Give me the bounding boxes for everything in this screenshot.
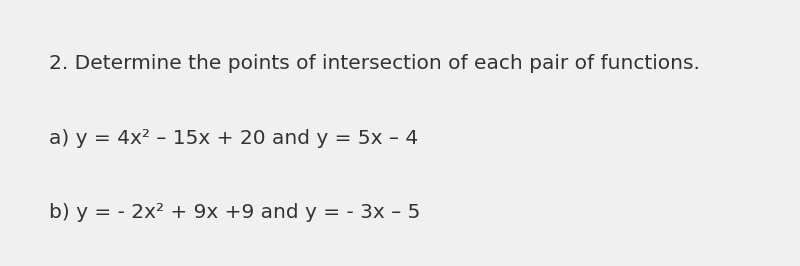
Text: b) y = - 2x² + 9x +9 and y = - 3x – 5: b) y = - 2x² + 9x +9 and y = - 3x – 5 [50,203,421,222]
Text: 2. Determine the points of intersection of each pair of functions.: 2. Determine the points of intersection … [50,54,700,73]
Text: a) y = 4x² – 15x + 20 and y = 5x – 4: a) y = 4x² – 15x + 20 and y = 5x – 4 [50,129,418,148]
